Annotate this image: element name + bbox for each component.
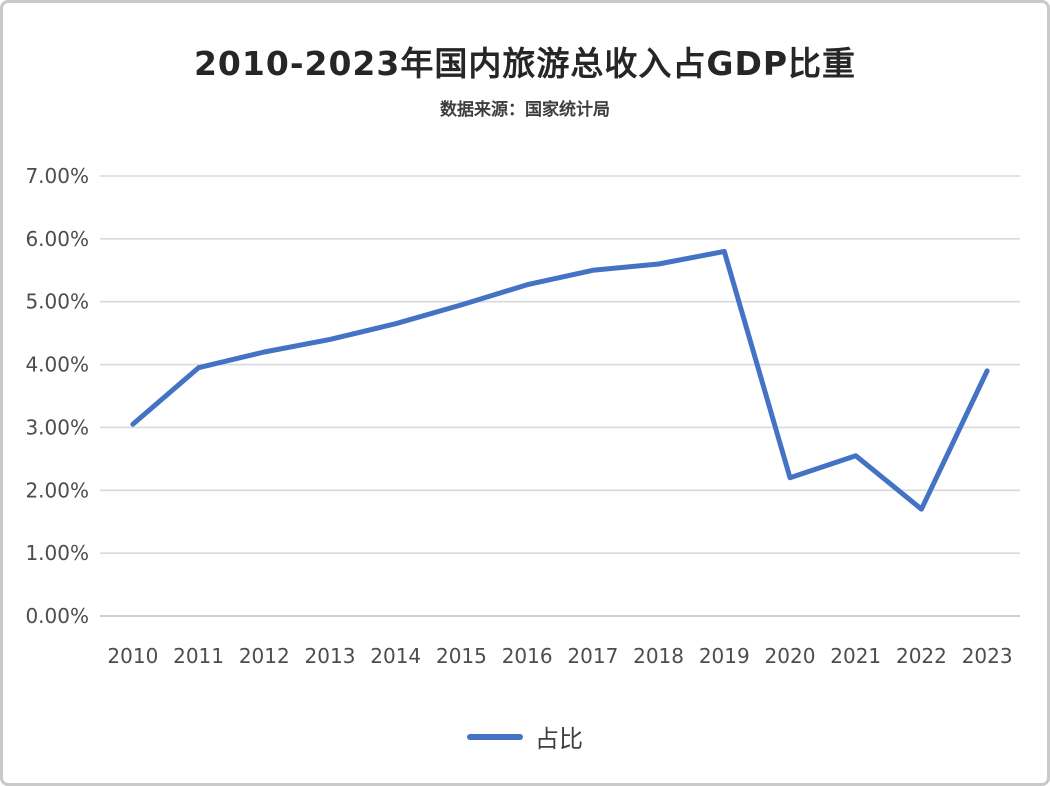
y-tick-label: 4.00% <box>25 353 89 377</box>
x-tick-label: 2015 <box>436 644 487 668</box>
chart-legend: 占比 <box>3 719 1047 754</box>
y-tick-label: 0.00% <box>25 604 89 628</box>
y-tick-label: 6.00% <box>25 227 89 251</box>
y-tick-label: 3.00% <box>25 415 89 439</box>
x-tick-label: 2013 <box>305 644 356 668</box>
legend-label: 占比 <box>535 725 583 753</box>
y-tick-label: 2.00% <box>25 478 89 502</box>
x-tick-label: 2018 <box>633 644 684 668</box>
x-tick-label: 2014 <box>370 644 421 668</box>
line-chart: 0.00% 1.00% 2.00% 3.00% 4.00% 5.00% 6.00% 7.00%… <box>25 164 1020 668</box>
chart-subtitle: 数据来源：国家统计局 <box>440 100 610 120</box>
x-tick-label: 2023 <box>962 644 1013 668</box>
x-tick-label: 2010 <box>107 644 158 668</box>
x-tick-label: 2016 <box>502 644 553 668</box>
y-tick-label: 5.00% <box>25 290 89 314</box>
y-tick-label: 7.00% <box>25 164 89 188</box>
chart-title: 2010-2023年国内旅游总收入占GDP比重 <box>193 44 857 83</box>
x-tick-label: 2012 <box>239 644 290 668</box>
x-tick-label: 2017 <box>567 644 618 668</box>
legend-line-swatch <box>467 733 523 740</box>
series-line-占比 <box>130 248 990 512</box>
x-tick-label: 2011 <box>173 644 224 668</box>
y-tick-label: 1.00% <box>25 541 89 565</box>
x-tick-label: 2019 <box>699 644 750 668</box>
x-tick-label: 2021 <box>830 644 881 668</box>
x-tick-label: 2020 <box>765 644 816 668</box>
x-tick-label: 2022 <box>896 644 947 668</box>
